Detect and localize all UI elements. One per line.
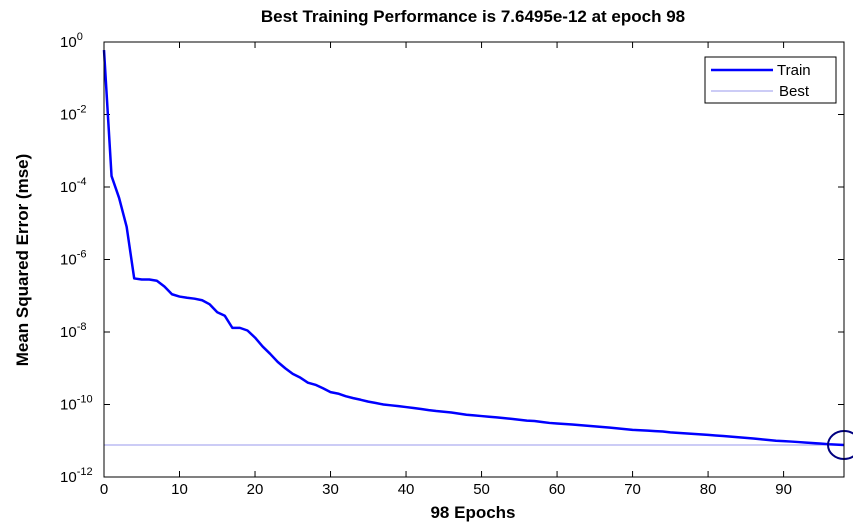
train-line [102,49,845,447]
x-tick-label: 60 [549,481,566,498]
legend-label: Train [777,62,811,79]
y-tick-label: 100 [60,31,83,51]
x-tick-label: 50 [473,481,490,498]
x-tick-label: 10 [171,481,188,498]
y-tick-label: 10-12 [60,466,93,486]
chart-title: Best Training Performance is 7.6495e-12 … [261,7,685,26]
x-tick-label: 40 [398,481,415,498]
x-tick-label: 80 [700,481,717,498]
legend-box [704,56,837,104]
x-axis-label: 98 Epochs [430,503,515,522]
y-tick-label: 10-6 [60,249,86,269]
x-tick-label: 30 [322,481,339,498]
y-tick-label: 10-8 [60,321,86,341]
x-tick-label: 70 [624,481,641,498]
y-tick-label: 10-2 [60,104,86,124]
y-axis-label: Mean Squared Error (mse) [13,154,32,367]
y-tick-label: 10-10 [60,394,93,414]
axes-box [103,41,845,478]
x-tick-label: 90 [775,481,792,498]
legend: Train Best [704,56,837,104]
x-tick-label: 0 [100,481,108,498]
x-tick-label: 20 [247,481,264,498]
plot-area [104,42,844,477]
y-tick-label: 10-4 [60,176,86,196]
legend-label: Best [779,83,810,100]
